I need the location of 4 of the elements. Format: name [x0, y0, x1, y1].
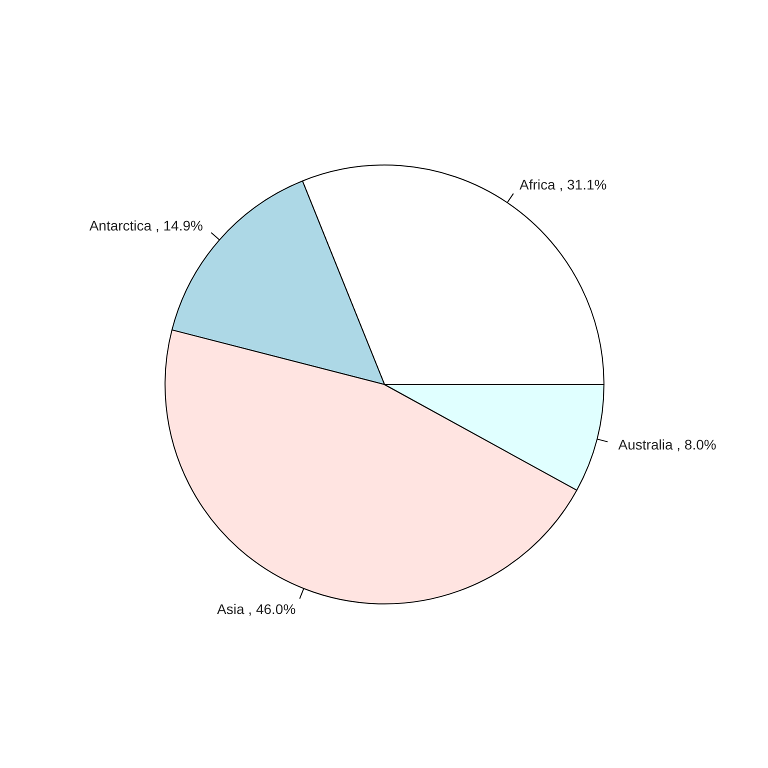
slice-label: Australia , 8.0%	[618, 436, 716, 453]
slice-label: Antarctica , 14.9%	[89, 217, 203, 234]
slice-label: Asia , 46.0%	[217, 600, 296, 617]
slice-label: Africa , 31.1%	[520, 176, 607, 192]
